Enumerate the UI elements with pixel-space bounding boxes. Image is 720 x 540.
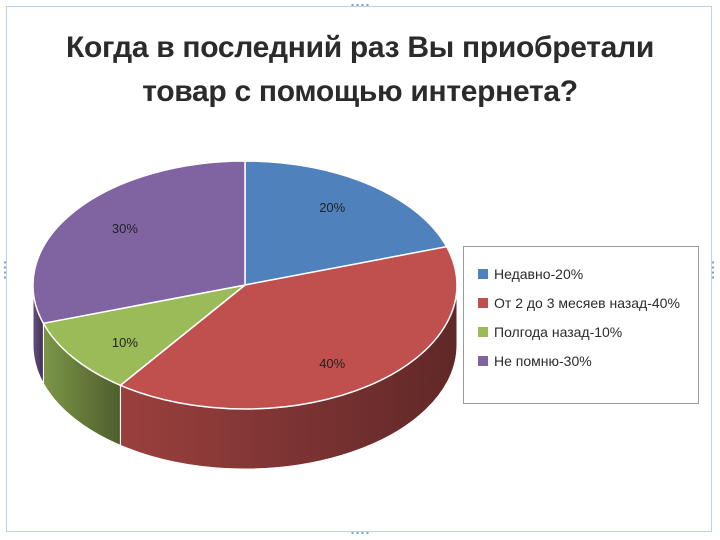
legend-item: Не помню-30% <box>478 346 698 375</box>
legend-label: Полгода назад-10% <box>494 323 623 340</box>
chart-title-line-1: Когда в последний раз Вы приобретали <box>66 31 654 64</box>
pie-slice <box>42 284 246 387</box>
pie-slice <box>32 160 246 325</box>
data-label: 40% <box>319 356 345 371</box>
legend-item: Полгода назад-10% <box>478 317 698 346</box>
resize-handle-right[interactable] <box>711 260 715 280</box>
legend-label: От 2 до 3 месяев назад-40% <box>494 294 680 311</box>
chart-title-line-2: товар с помощью интернета? <box>142 75 578 108</box>
data-label: 10% <box>112 335 138 350</box>
resize-handle-bottom[interactable] <box>350 531 370 535</box>
legend-label: Недавно-20% <box>494 265 584 282</box>
legend-swatch <box>478 355 488 366</box>
legend-item: Недавно-20% <box>478 259 698 288</box>
pie-slice <box>244 160 448 286</box>
resize-handle-left[interactable] <box>3 260 7 280</box>
legend-swatch <box>478 297 488 308</box>
resize-handle-top[interactable] <box>350 3 370 7</box>
chart-title: Когда в последний раз Вы приобретали тов… <box>60 26 660 114</box>
data-label: 20% <box>319 200 345 215</box>
legend-item: От 2 до 3 месяев назад-40% <box>478 288 698 317</box>
chart-legend: Недавно-20% От 2 до 3 месяев назад-40% П… <box>463 246 699 404</box>
pie-slice <box>118 245 458 410</box>
legend-label: Не помню-30% <box>494 352 592 369</box>
legend-swatch <box>478 268 488 279</box>
data-label: 30% <box>112 221 138 236</box>
legend-swatch <box>478 326 488 337</box>
